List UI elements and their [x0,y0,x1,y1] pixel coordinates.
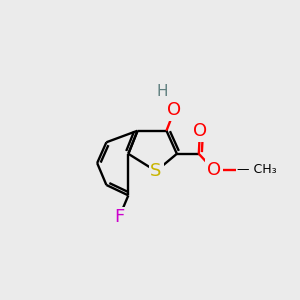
Text: — CH₃: — CH₃ [237,164,277,176]
Text: S: S [150,162,162,180]
Text: O: O [167,101,182,119]
Text: O: O [193,122,207,140]
Text: H: H [156,84,168,99]
Text: O: O [207,161,221,179]
Text: F: F [114,208,124,226]
